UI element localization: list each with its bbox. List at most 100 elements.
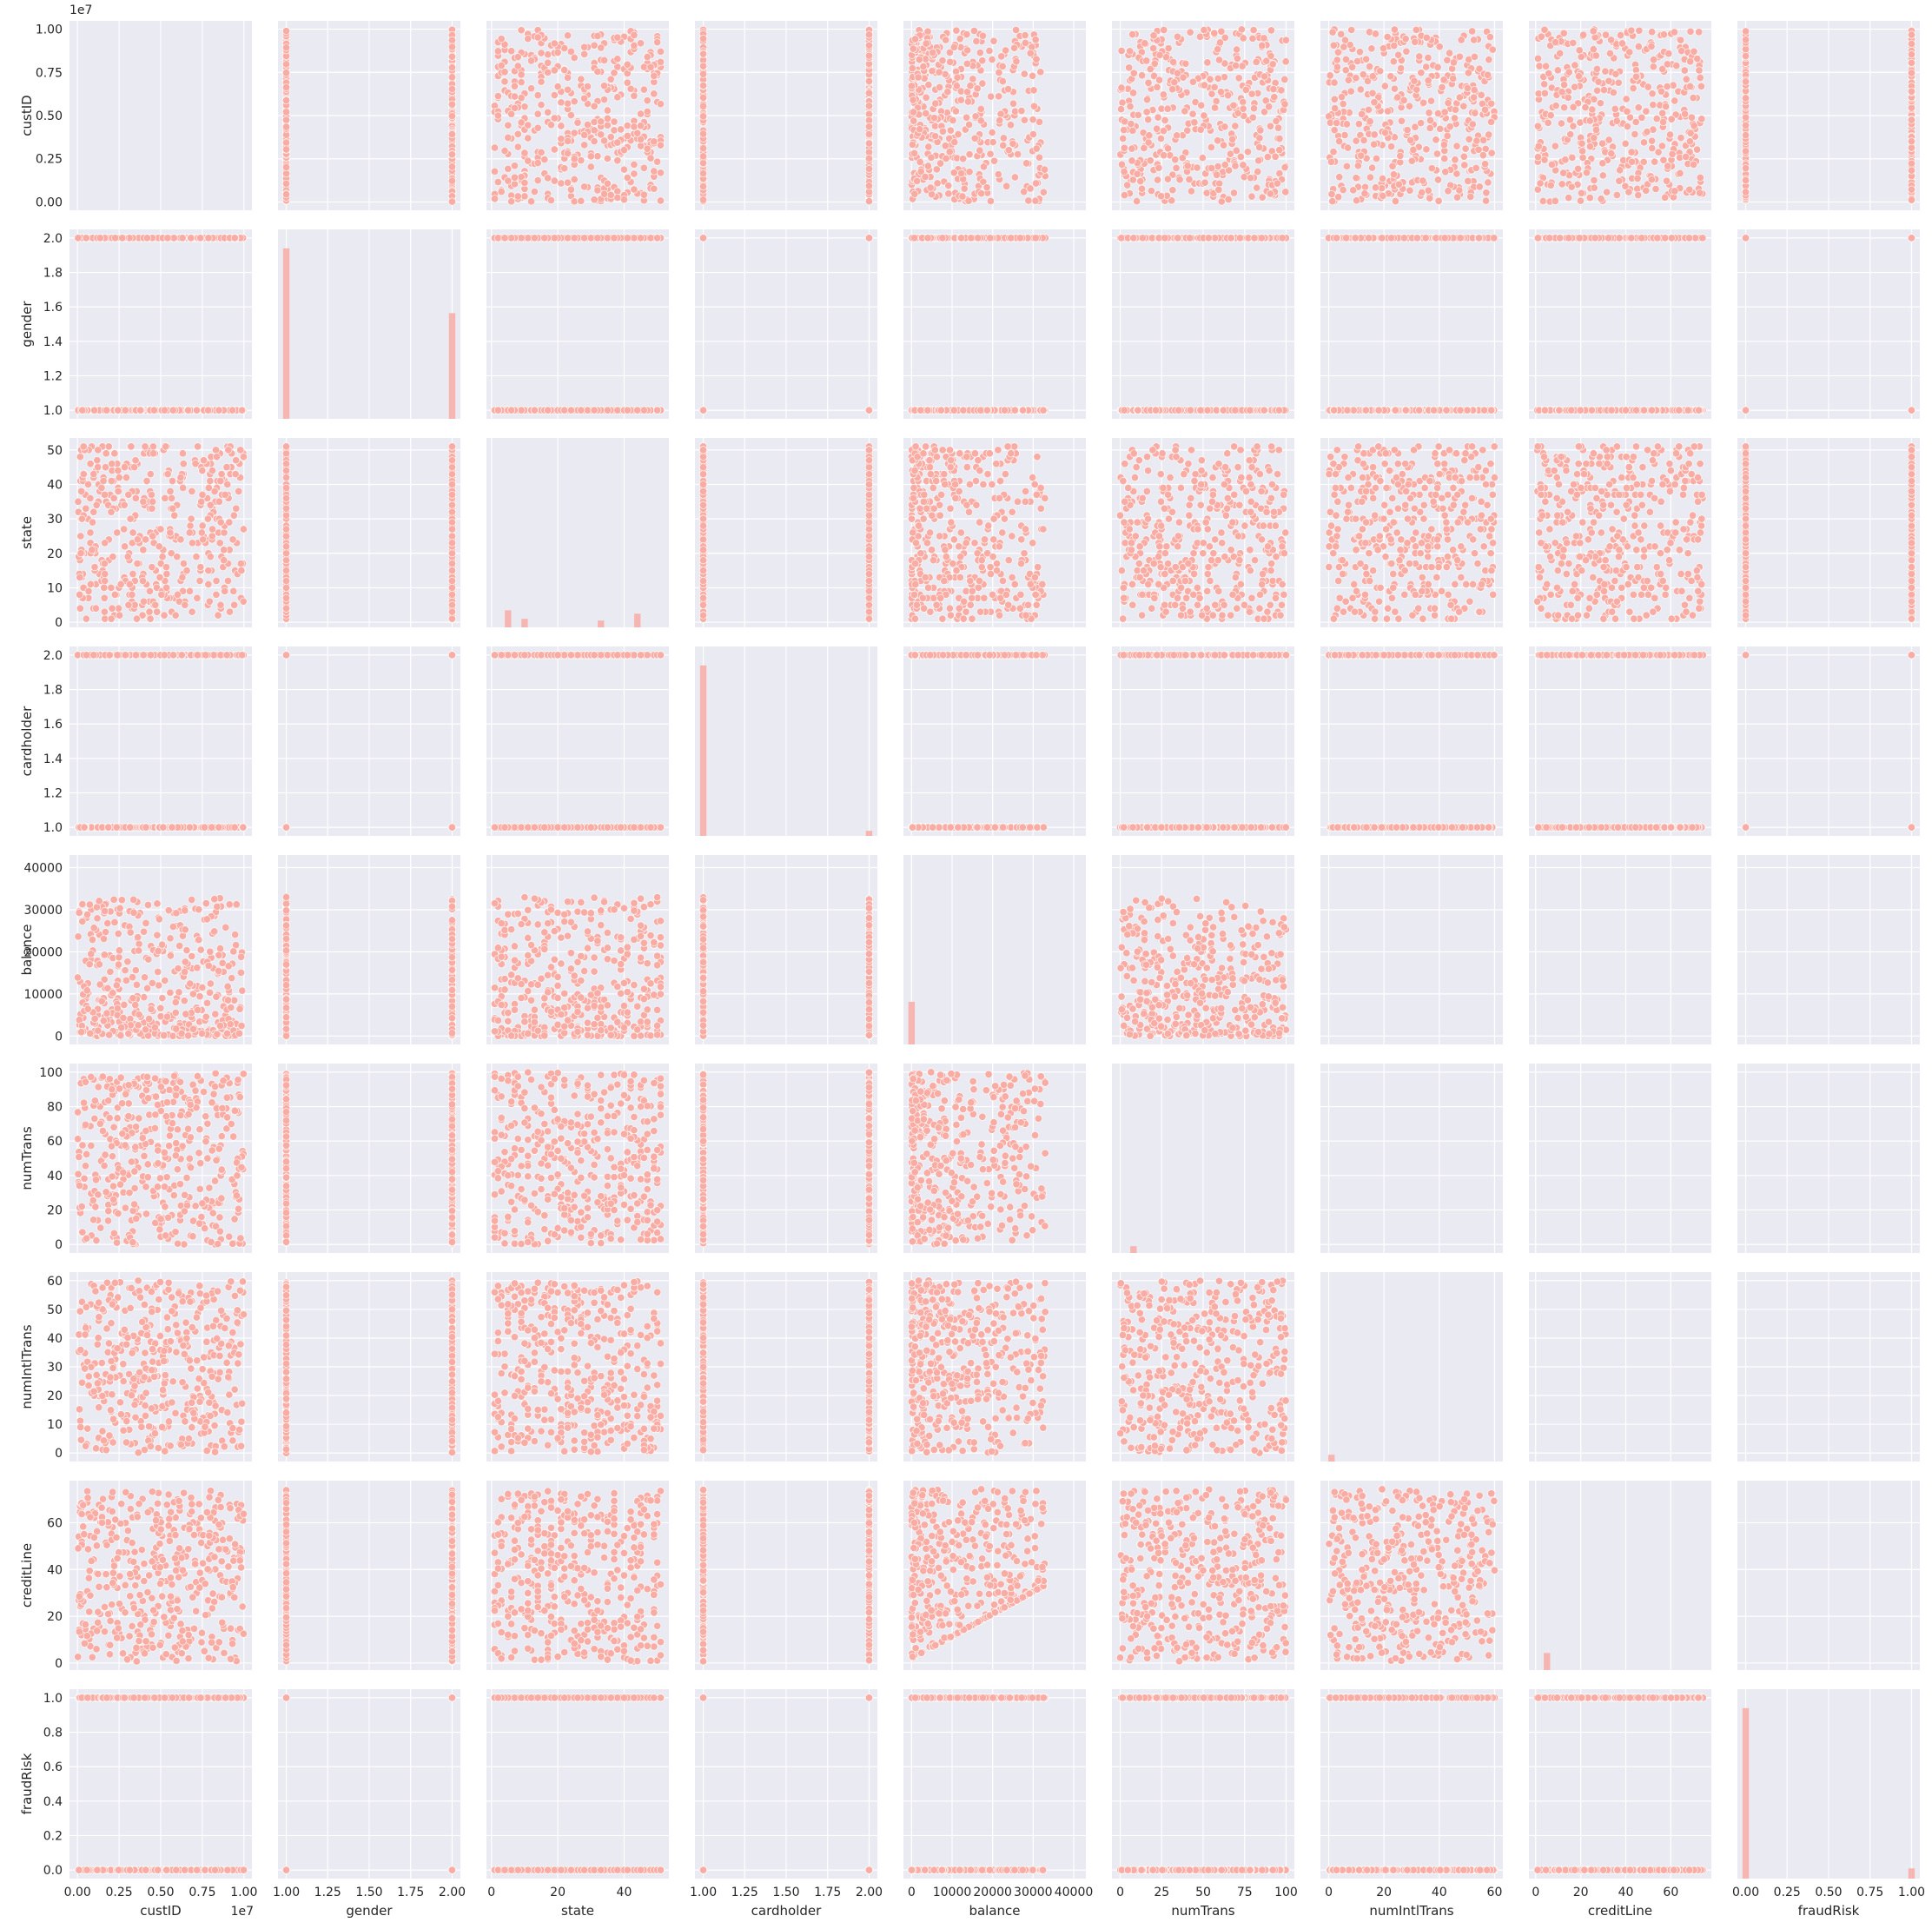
data-point xyxy=(282,116,291,124)
data-point xyxy=(1403,126,1412,135)
data-point xyxy=(564,85,572,94)
data-point xyxy=(1553,66,1562,75)
data-point xyxy=(1364,76,1373,85)
data-point xyxy=(994,170,1002,179)
data-point xyxy=(699,34,708,43)
data-point xyxy=(1907,166,1915,175)
data-point xyxy=(560,44,569,53)
data-point xyxy=(1475,64,1484,73)
data-point xyxy=(196,234,205,242)
data-point xyxy=(630,91,638,100)
data-point xyxy=(1267,51,1275,60)
data-point xyxy=(1419,98,1428,107)
data-point xyxy=(942,155,950,163)
data-point xyxy=(1907,116,1915,124)
data-point xyxy=(1449,75,1458,83)
data-point xyxy=(606,75,615,83)
data-point xyxy=(1615,176,1624,185)
data-point xyxy=(1590,176,1598,185)
data-point xyxy=(976,104,985,113)
data-point xyxy=(1455,52,1464,61)
data-point xyxy=(1686,82,1695,90)
data-point xyxy=(1391,197,1399,206)
data-point xyxy=(1142,56,1151,65)
data-point xyxy=(922,109,930,118)
data-point xyxy=(557,98,566,107)
data-point xyxy=(699,93,708,102)
data-point xyxy=(570,175,579,183)
data-point xyxy=(699,112,708,121)
data-point xyxy=(1552,102,1560,110)
data-point xyxy=(1017,107,1026,116)
data-point xyxy=(1229,101,1238,109)
data-point xyxy=(1661,193,1670,202)
data-point xyxy=(1742,94,1750,103)
data-point xyxy=(550,234,559,242)
data-point xyxy=(282,108,291,116)
data-point xyxy=(1633,174,1642,182)
data-point xyxy=(1009,139,1017,148)
panel-marks xyxy=(74,234,248,414)
data-point xyxy=(1907,50,1915,59)
data-point xyxy=(1368,72,1377,81)
data-point xyxy=(908,141,916,149)
data-point xyxy=(1142,108,1151,116)
data-point xyxy=(864,197,873,206)
data-point xyxy=(593,234,602,242)
data-point xyxy=(1651,185,1660,194)
panel-custID-vs-cardholder xyxy=(695,21,877,210)
data-point xyxy=(646,154,655,162)
data-point xyxy=(1412,25,1420,34)
data-point xyxy=(1196,125,1205,134)
data-point xyxy=(972,37,981,46)
data-point xyxy=(550,114,559,123)
data-point xyxy=(1190,118,1199,127)
data-point xyxy=(1002,182,1011,190)
data-point xyxy=(1247,89,1256,98)
data-point xyxy=(1472,163,1480,172)
data-point xyxy=(1407,156,1416,165)
data-point xyxy=(520,149,529,157)
data-point xyxy=(1014,150,1022,159)
data-point xyxy=(1379,191,1387,200)
data-point xyxy=(1340,130,1349,139)
data-point xyxy=(1588,105,1597,114)
data-point xyxy=(546,121,555,129)
data-point xyxy=(630,123,638,131)
data-point xyxy=(1224,195,1233,203)
data-point xyxy=(1032,144,1041,153)
data-point xyxy=(1635,26,1644,35)
data-point xyxy=(1126,103,1135,111)
data-point xyxy=(603,121,612,129)
data-point xyxy=(580,50,589,58)
data-point xyxy=(1367,44,1376,53)
data-point xyxy=(949,116,957,125)
data-point xyxy=(1344,76,1353,84)
data-point xyxy=(603,114,612,123)
data-point xyxy=(699,182,708,191)
data-point xyxy=(945,48,954,56)
data-point xyxy=(936,159,945,168)
panel-custID-vs-creditLine xyxy=(1529,21,1711,210)
data-point xyxy=(527,56,536,65)
data-point xyxy=(1482,189,1491,197)
data-point xyxy=(1605,49,1614,57)
data-point xyxy=(1604,136,1613,144)
data-point xyxy=(1639,157,1648,166)
data-point xyxy=(1558,180,1566,189)
data-point xyxy=(929,49,937,57)
data-point xyxy=(1186,28,1194,36)
data-point xyxy=(553,83,562,91)
data-point xyxy=(1686,129,1695,137)
data-point xyxy=(82,234,90,242)
data-point xyxy=(573,118,582,127)
data-point xyxy=(1611,104,1619,113)
data-point xyxy=(1160,26,1168,35)
data-point xyxy=(630,160,638,169)
data-point xyxy=(1449,58,1458,67)
data-point xyxy=(74,234,83,242)
data-point xyxy=(1649,63,1657,71)
data-point xyxy=(1138,71,1147,80)
data-point xyxy=(1479,136,1488,144)
data-point xyxy=(593,186,602,195)
